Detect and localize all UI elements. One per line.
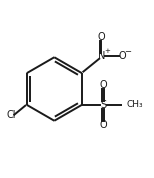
- Text: N: N: [98, 51, 105, 61]
- Text: O: O: [100, 120, 107, 130]
- Text: −: −: [124, 48, 131, 56]
- Text: CH₃: CH₃: [126, 100, 143, 109]
- Text: O: O: [118, 51, 126, 61]
- Text: +: +: [104, 48, 110, 54]
- Text: O: O: [100, 80, 107, 90]
- Text: S: S: [101, 100, 107, 110]
- Text: O: O: [98, 32, 105, 42]
- Text: Cl: Cl: [6, 111, 16, 121]
